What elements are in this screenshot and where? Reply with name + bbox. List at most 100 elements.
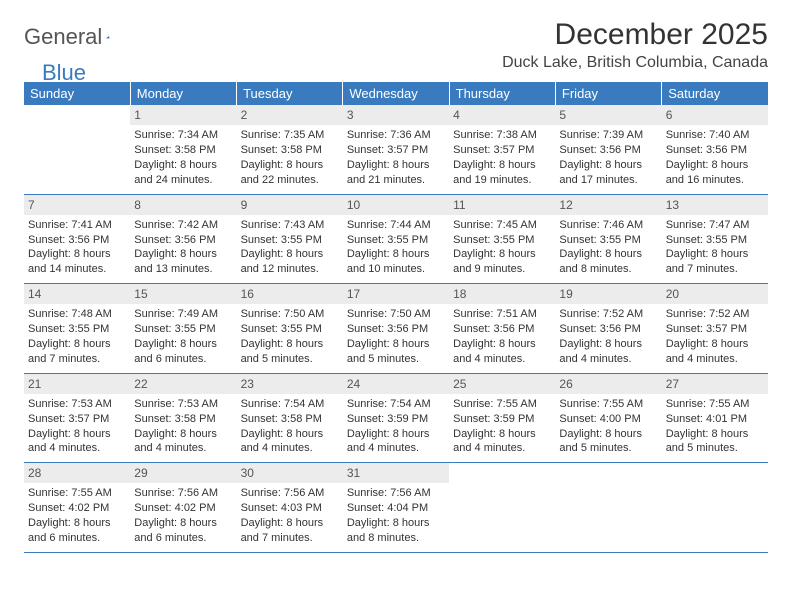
calendar-day-cell: 9Sunrise: 7:43 AMSunset: 3:55 PMDaylight… [237, 194, 343, 284]
sunset-text: Sunset: 3:59 PM [453, 412, 551, 427]
sunrise-text: Sunrise: 7:44 AM [347, 218, 445, 233]
day-number: 12 [555, 195, 661, 215]
calendar-day-cell: 15Sunrise: 7:49 AMSunset: 3:55 PMDayligh… [130, 284, 236, 374]
sunrise-text: Sunrise: 7:42 AM [134, 218, 232, 233]
calendar-day-cell: 31Sunrise: 7:56 AMSunset: 4:04 PMDayligh… [343, 463, 449, 553]
daylight-text: Daylight: 8 hours [134, 247, 232, 262]
daylight-text: Daylight: 8 hours [28, 516, 126, 531]
calendar-day-cell: 20Sunrise: 7:52 AMSunset: 3:57 PMDayligh… [662, 284, 768, 374]
daylight-text: and 10 minutes. [347, 262, 445, 277]
daylight-text: and 6 minutes. [28, 531, 126, 546]
daylight-text: and 6 minutes. [134, 531, 232, 546]
day-number: 31 [343, 463, 449, 483]
sunset-text: Sunset: 3:56 PM [347, 322, 445, 337]
daylight-text: Daylight: 8 hours [134, 158, 232, 173]
sunrise-text: Sunrise: 7:53 AM [134, 397, 232, 412]
calendar-day-cell [24, 105, 130, 194]
calendar-day-cell: 6Sunrise: 7:40 AMSunset: 3:56 PMDaylight… [662, 105, 768, 194]
calendar-day-cell: 1Sunrise: 7:34 AMSunset: 3:58 PMDaylight… [130, 105, 236, 194]
daylight-text: and 17 minutes. [559, 173, 657, 188]
calendar-day-cell: 12Sunrise: 7:46 AMSunset: 3:55 PMDayligh… [555, 194, 661, 284]
daylight-text: and 22 minutes. [241, 173, 339, 188]
sunrise-text: Sunrise: 7:40 AM [666, 128, 764, 143]
sunrise-text: Sunrise: 7:52 AM [559, 307, 657, 322]
sunrise-text: Sunrise: 7:53 AM [28, 397, 126, 412]
day-number: 14 [24, 284, 130, 304]
daylight-text: and 4 minutes. [559, 352, 657, 367]
daylight-text: Daylight: 8 hours [453, 247, 551, 262]
day-number: 10 [343, 195, 449, 215]
sunset-text: Sunset: 3:56 PM [559, 322, 657, 337]
sunrise-text: Sunrise: 7:34 AM [134, 128, 232, 143]
calendar-table: SundayMondayTuesdayWednesdayThursdayFrid… [24, 82, 768, 553]
calendar-week-row: 21Sunrise: 7:53 AMSunset: 3:57 PMDayligh… [24, 373, 768, 463]
sunset-text: Sunset: 3:55 PM [134, 322, 232, 337]
daylight-text: Daylight: 8 hours [241, 427, 339, 442]
sunrise-text: Sunrise: 7:39 AM [559, 128, 657, 143]
daylight-text: Daylight: 8 hours [241, 337, 339, 352]
weekday-header: Wednesday [343, 82, 449, 105]
day-number: 5 [555, 105, 661, 125]
daylight-text: and 4 minutes. [134, 441, 232, 456]
daylight-text: and 6 minutes. [134, 352, 232, 367]
day-number: 15 [130, 284, 236, 304]
daylight-text: Daylight: 8 hours [241, 158, 339, 173]
brand-triangle-icon [106, 29, 110, 45]
weekday-header-row: SundayMondayTuesdayWednesdayThursdayFrid… [24, 82, 768, 105]
calendar-day-cell: 17Sunrise: 7:50 AMSunset: 3:56 PMDayligh… [343, 284, 449, 374]
daylight-text: Daylight: 8 hours [347, 427, 445, 442]
calendar-day-cell: 11Sunrise: 7:45 AMSunset: 3:55 PMDayligh… [449, 194, 555, 284]
calendar-day-cell: 21Sunrise: 7:53 AMSunset: 3:57 PMDayligh… [24, 373, 130, 463]
sunrise-text: Sunrise: 7:54 AM [347, 397, 445, 412]
sunset-text: Sunset: 3:55 PM [666, 233, 764, 248]
day-number: 26 [555, 374, 661, 394]
daylight-text: Daylight: 8 hours [347, 158, 445, 173]
calendar-body: 1Sunrise: 7:34 AMSunset: 3:58 PMDaylight… [24, 105, 768, 552]
location-subtitle: Duck Lake, British Columbia, Canada [502, 54, 768, 72]
daylight-text: Daylight: 8 hours [347, 247, 445, 262]
daylight-text: and 5 minutes. [666, 441, 764, 456]
day-number: 18 [449, 284, 555, 304]
sunrise-text: Sunrise: 7:55 AM [28, 486, 126, 501]
calendar-day-cell: 27Sunrise: 7:55 AMSunset: 4:01 PMDayligh… [662, 373, 768, 463]
calendar-day-cell: 10 Sunrise: 7:44 AMSunset: 3:55 PMDayligh… [343, 194, 449, 284]
daylight-text: Daylight: 8 hours [453, 337, 551, 352]
daylight-text: Daylight: 8 hours [453, 427, 551, 442]
weekday-header: Friday [555, 82, 661, 105]
daylight-text: Daylight: 8 hours [559, 427, 657, 442]
calendar-day-cell: 29Sunrise: 7:56 AMSunset: 4:02 PMDayligh… [130, 463, 236, 553]
sunrise-text: Sunrise: 7:46 AM [559, 218, 657, 233]
sunset-text: Sunset: 4:03 PM [241, 501, 339, 516]
sunrise-text: Sunrise: 7:55 AM [559, 397, 657, 412]
day-number: 29 [130, 463, 236, 483]
sunset-text: Sunset: 3:55 PM [347, 233, 445, 248]
sunset-text: Sunset: 3:57 PM [666, 322, 764, 337]
sunset-text: Sunset: 3:56 PM [666, 143, 764, 158]
sunset-text: Sunset: 3:57 PM [28, 412, 126, 427]
calendar-week-row: 14Sunrise: 7:48 AMSunset: 3:55 PMDayligh… [24, 284, 768, 374]
daylight-text: and 14 minutes. [28, 262, 126, 277]
day-number: 16 [237, 284, 343, 304]
daylight-text: and 5 minutes. [559, 441, 657, 456]
sunrise-text: Sunrise: 7:55 AM [666, 397, 764, 412]
sunrise-text: Sunrise: 7:56 AM [347, 486, 445, 501]
title-block: December 2025 Duck Lake, British Columbi… [502, 18, 768, 72]
daylight-text: Daylight: 8 hours [559, 247, 657, 262]
daylight-text: Daylight: 8 hours [453, 158, 551, 173]
sunrise-text: Sunrise: 7:52 AM [666, 307, 764, 322]
sunrise-text: Sunrise: 7:54 AM [241, 397, 339, 412]
calendar-day-cell: 18Sunrise: 7:51 AMSunset: 3:56 PMDayligh… [449, 284, 555, 374]
daylight-text: and 5 minutes. [241, 352, 339, 367]
daylight-text: and 13 minutes. [134, 262, 232, 277]
calendar-day-cell: 26Sunrise: 7:55 AMSunset: 4:00 PMDayligh… [555, 373, 661, 463]
day-number: 7 [24, 195, 130, 215]
page-header: General December 2025 Duck Lake, British… [24, 18, 768, 72]
daylight-text: Daylight: 8 hours [28, 337, 126, 352]
sunset-text: Sunset: 3:56 PM [28, 233, 126, 248]
sunset-text: Sunset: 3:56 PM [134, 233, 232, 248]
sunrise-text: Sunrise: 7:45 AM [453, 218, 551, 233]
day-number: 8 [130, 195, 236, 215]
calendar-day-cell: 4Sunrise: 7:38 AMSunset: 3:57 PMDaylight… [449, 105, 555, 194]
sunrise-text: Sunrise: 7:47 AM [666, 218, 764, 233]
brand-part2: Blue [42, 60, 86, 86]
